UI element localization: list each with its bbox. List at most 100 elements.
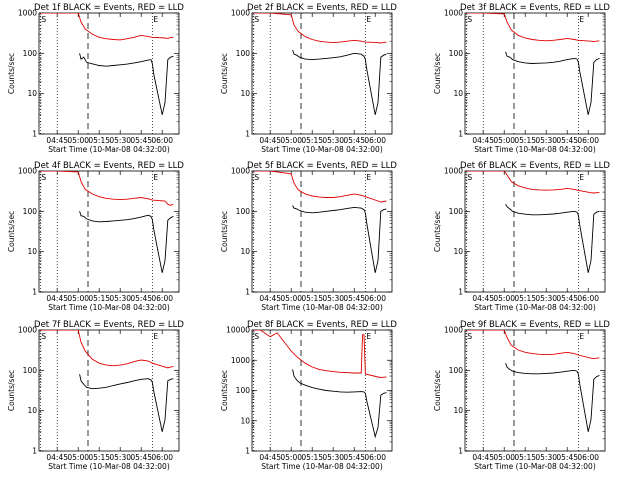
x-tick-label: 05:45 — [130, 294, 152, 303]
x-tick-label: 06:00 — [577, 453, 599, 462]
x-tick-label: 06:00 — [151, 294, 173, 303]
y-tick-label: 10 — [27, 247, 37, 256]
x-tick-label: 06:00 — [364, 453, 386, 462]
y-tick-label: 100 — [23, 366, 38, 375]
y-tick-label: 10 — [453, 89, 463, 98]
lld-series-line — [466, 330, 600, 360]
x-tick-label: 05:45 — [556, 453, 578, 462]
y-axis-label: Counts/sec — [433, 53, 442, 94]
x-tick-label: 05:30 — [322, 453, 344, 462]
x-tick-label: 06:00 — [151, 136, 173, 145]
x-tick-label: 05:00 — [67, 136, 89, 145]
end-marker-label: E — [579, 173, 584, 182]
y-tick-label: 1000 — [231, 9, 250, 18]
events-series-line — [505, 363, 600, 432]
y-tick-label: 1000 — [231, 167, 250, 176]
x-tick-label: 05:30 — [109, 136, 131, 145]
y-tick-label: 1000 — [18, 167, 37, 176]
lld-series-line — [40, 13, 174, 41]
events-series-line — [292, 49, 387, 115]
x-axis-label: Start Time (10-Mar-08 04:32:00) — [474, 303, 596, 312]
x-tick-label: 04:45 — [472, 453, 494, 462]
y-tick-label: 1000 — [231, 356, 250, 365]
y-tick-label: 1000 — [444, 326, 463, 335]
x-tick-label: 05:00 — [493, 136, 515, 145]
lld-series-line — [253, 171, 387, 203]
y-tick-label: 1000 — [444, 9, 463, 18]
plot-title: Det 7f BLACK = Events, RED = LLD — [34, 320, 184, 330]
x-tick-label: 05:15 — [88, 136, 110, 145]
plot-frame — [38, 12, 180, 135]
start-marker-label: S — [41, 173, 46, 182]
x-tick-label: 05:00 — [280, 294, 302, 303]
events-series-line — [79, 374, 174, 432]
x-tick-label: 05:30 — [535, 294, 557, 303]
y-axis-label: Counts/sec — [220, 53, 229, 94]
plot-frame — [464, 170, 606, 293]
x-tick-label: 05:30 — [322, 294, 344, 303]
x-tick-label: 05:30 — [109, 294, 131, 303]
y-tick-label: 1 — [458, 447, 463, 456]
x-tick-label: 05:15 — [88, 294, 110, 303]
x-axis-label: Start Time (10-Mar-08 04:32:00) — [261, 303, 383, 312]
y-tick-label: 1 — [245, 288, 250, 297]
y-tick-label: 10 — [240, 416, 250, 425]
plot-frame — [464, 329, 606, 452]
x-tick-label: 05:30 — [535, 136, 557, 145]
y-tick-label: 1 — [32, 447, 37, 456]
x-axis-label: Start Time (10-Mar-08 04:32:00) — [48, 145, 170, 154]
events-series-line — [505, 51, 600, 115]
x-tick-label: 05:45 — [556, 136, 578, 145]
plot-title: Det 4f BLACK = Events, RED = LLD — [34, 161, 184, 171]
start-marker-label: S — [41, 332, 46, 341]
x-tick-label: 06:00 — [151, 453, 173, 462]
x-axis-label: Start Time (10-Mar-08 04:32:00) — [474, 145, 596, 154]
x-tick-label: 05:15 — [514, 294, 536, 303]
x-tick-label: 04:45 — [259, 136, 281, 145]
x-tick-label: 05:15 — [88, 453, 110, 462]
detector-plot: Det 4f BLACK = Events, RED = LLD 1 10 100 10… — [7, 161, 184, 312]
start-marker-label: S — [254, 15, 259, 24]
x-tick-label: 05:45 — [343, 136, 365, 145]
events-series-line — [505, 203, 600, 273]
end-marker-label: E — [366, 332, 371, 341]
x-tick-label: 05:00 — [493, 453, 515, 462]
y-tick-label: 1000 — [444, 167, 463, 176]
plot-frame — [38, 170, 180, 293]
y-tick-label: 1 — [32, 288, 37, 297]
x-tick-label: 04:45 — [259, 453, 281, 462]
plot-frame — [38, 329, 180, 452]
events-series-line — [79, 53, 174, 115]
start-marker-label: S — [467, 15, 472, 24]
y-tick-label: 1 — [458, 288, 463, 297]
x-tick-label: 05:45 — [343, 453, 365, 462]
y-tick-label: 100 — [236, 386, 251, 395]
start-marker-label: S — [254, 332, 259, 341]
events-series-line — [292, 369, 387, 439]
end-marker-label: E — [153, 15, 158, 24]
start-marker-label: S — [467, 332, 472, 341]
y-tick-label: 10 — [27, 89, 37, 98]
plot-frame — [251, 329, 393, 452]
lld-series-line — [466, 171, 600, 194]
events-series-line — [79, 211, 174, 273]
y-tick-label: 100 — [23, 49, 38, 58]
x-tick-label: 05:30 — [535, 453, 557, 462]
x-tick-label: 05:00 — [67, 453, 89, 462]
detector-plot: Det 7f BLACK = Events, RED = LLD 1 10 100 10… — [7, 320, 184, 471]
x-tick-label: 06:00 — [577, 136, 599, 145]
x-axis-label: Start Time (10-Mar-08 04:32:00) — [48, 303, 170, 312]
y-tick-label: 1 — [458, 130, 463, 139]
y-tick-label: 1000 — [18, 9, 37, 18]
x-tick-label: 05:15 — [514, 453, 536, 462]
x-tick-label: 06:00 — [364, 136, 386, 145]
y-tick-label: 10 — [240, 247, 250, 256]
y-tick-label: 100 — [23, 207, 38, 216]
y-axis-label: Counts/sec — [220, 370, 229, 411]
x-axis-label: Start Time (10-Mar-08 04:32:00) — [48, 462, 170, 471]
end-marker-label: E — [366, 173, 371, 182]
y-axis-label: Counts/sec — [433, 370, 442, 411]
x-axis-label: Start Time (10-Mar-08 04:32:00) — [261, 145, 383, 154]
x-tick-label: 05:30 — [109, 453, 131, 462]
